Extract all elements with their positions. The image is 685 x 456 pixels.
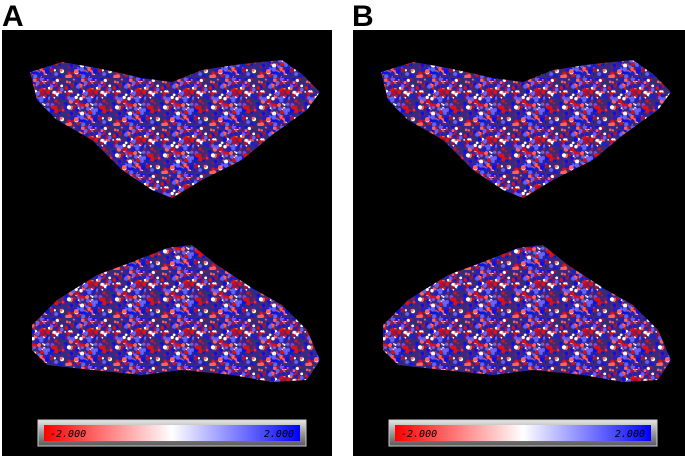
colorbar-max: 2.000 — [615, 429, 645, 440]
panel-label: A — [2, 0, 24, 33]
colorbar-min: -2.000 — [50, 429, 86, 440]
panel-b: B -2.000 2.000 — [352, 0, 685, 456]
colorbar — [395, 425, 651, 441]
colorbar-max: 2.000 — [264, 429, 294, 440]
colorbar-min: -2.000 — [401, 429, 437, 440]
colorbar — [44, 425, 300, 441]
panel-a: A -2.000 2.000 — [2, 0, 332, 456]
panel-label: B — [352, 0, 374, 33]
